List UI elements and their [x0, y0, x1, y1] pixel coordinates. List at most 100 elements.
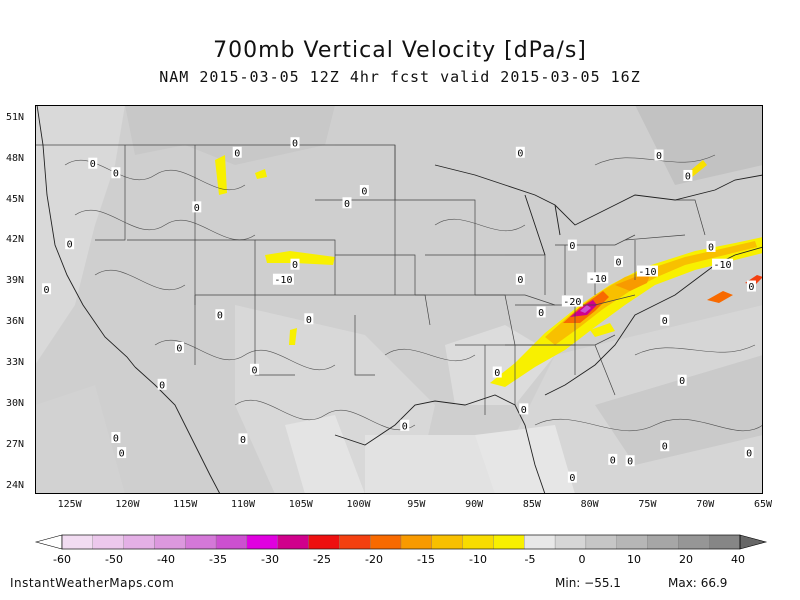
contour-label-bg: [706, 240, 716, 252]
contour-label-bg: [746, 280, 756, 292]
contour-label: 0: [67, 240, 73, 251]
contour-label: 0: [685, 171, 691, 182]
colorbar: -60 -50 -40 -35 -30 -25 -20 -15 -10 -5 0 10 20 40: [34, 534, 768, 566]
contour-label: 0: [748, 282, 754, 293]
colorbar-swatch: [493, 534, 525, 550]
colorbar-label: -15: [417, 553, 435, 566]
lon-label: 90W: [465, 499, 484, 510]
contour-label-bg: [290, 258, 300, 270]
colorbar-swatches: [34, 534, 768, 550]
colorbar-label: -20: [365, 553, 383, 566]
lat-label: 36N: [6, 316, 25, 328]
lat-label: 51N: [6, 111, 25, 123]
max-label: Max:: [668, 576, 697, 590]
colorbar-swatch: [462, 534, 494, 550]
map-title: 700mb Vertical Velocity [dPa/s]: [213, 38, 587, 63]
contour-label-bg: [492, 366, 502, 378]
contour-label: -10: [714, 260, 732, 271]
contour-label: 0: [44, 285, 50, 296]
contour-label: 0: [119, 449, 125, 460]
contour-label-bg: [117, 447, 127, 459]
contour-label: 0: [662, 442, 668, 453]
contour-label-bg: [215, 309, 225, 321]
lat-label: 33N: [6, 357, 25, 369]
boundaries: [35, 144, 706, 415]
contour-label-bg: [567, 471, 577, 483]
contour-label-bg: [232, 146, 242, 158]
contour-label-bg: [608, 453, 618, 465]
contour-label-bg: [88, 157, 98, 169]
colorbar-swatch: [185, 534, 217, 550]
contour-label-bg: [587, 272, 609, 284]
colorbar-swatch: [709, 534, 741, 550]
contour-label-bg: [250, 363, 260, 375]
contour-label: -10: [589, 274, 607, 285]
colorbar-swatch: [554, 534, 587, 550]
contour-label: 0: [344, 199, 350, 210]
colorbar-swatch: [524, 534, 556, 550]
min-number: −55.1: [584, 576, 621, 590]
contour-label: 0: [662, 316, 668, 327]
contour-label: 0: [521, 405, 527, 416]
contour-label: 0: [217, 311, 223, 322]
lon-label: 100W: [346, 499, 371, 510]
contour-label: 0: [90, 159, 96, 170]
colorbar-swatch: [92, 534, 124, 550]
lat-label: 27N: [6, 439, 25, 451]
lat-label: 39N: [6, 275, 25, 287]
contour-label: 0: [627, 457, 633, 468]
contour-label-bg: [290, 137, 300, 149]
contour-label-bg: [660, 314, 670, 326]
contour-label-bg: [174, 341, 184, 353]
contour-label: 0: [746, 449, 752, 460]
contour-label-bg: [65, 238, 75, 250]
lat-label: 42N: [6, 234, 25, 246]
contour-label: 0: [569, 473, 575, 484]
colorbar-label: -25: [313, 553, 331, 566]
contour-label: 0: [402, 421, 408, 432]
lon-label: 125W: [57, 499, 82, 510]
colorbar-swatch: [277, 534, 309, 550]
colorbar-swatch: [154, 534, 186, 550]
colorbar-swatch: [308, 534, 340, 550]
contour-label: 0: [656, 151, 662, 162]
lon-label: 115W: [173, 499, 198, 510]
contour-label: 0: [361, 186, 367, 197]
contour-label-bg: [238, 433, 248, 445]
colorbar-labels: -60 -50 -40 -35 -30 -25 -20 -15 -10 -5 0 10 20 40: [53, 553, 745, 566]
contour-label-bg: [519, 403, 529, 415]
lat-label: 24N: [6, 480, 25, 492]
contour-label: -10: [274, 275, 292, 286]
contour-label-bg: [636, 265, 658, 277]
contour-label: 0: [252, 365, 258, 376]
contour-label: 0: [292, 139, 298, 150]
colorbar-swatch: [246, 534, 278, 550]
min-value: Min: −55.1: [555, 576, 621, 590]
contour-label-bg: [342, 197, 352, 209]
max-number: 66.9: [700, 576, 728, 590]
contour-label-bg: [192, 201, 202, 213]
contour-label-bg: [561, 295, 583, 307]
map-border: [35, 105, 763, 494]
contour-label: 0: [679, 376, 685, 387]
contour-label-bg: [111, 432, 121, 444]
lon-label: 95W: [407, 499, 426, 510]
colorbar-max-arrow: [739, 534, 768, 550]
contour-label: -10: [638, 267, 656, 278]
colorbar-label: -60: [53, 553, 71, 566]
contour-label-bg: [744, 447, 754, 459]
contour-label-bg: [614, 255, 624, 267]
contour-label: 0: [194, 203, 200, 214]
colorbar-swatch: [647, 534, 679, 550]
contour-label: 0: [616, 257, 622, 268]
map-subtitle: NAM 2015-03-05 12Z 4hr fcst valid 2015-0…: [159, 68, 641, 86]
contour-label-bg: [272, 273, 294, 285]
colorbar-swatch: [431, 534, 463, 550]
colorbar-outline: [61, 534, 741, 550]
colorbar-swatch: [215, 534, 248, 550]
contour-label: 0: [538, 308, 544, 319]
lat-label: 48N: [6, 152, 25, 164]
contour-label-bg: [567, 239, 577, 251]
